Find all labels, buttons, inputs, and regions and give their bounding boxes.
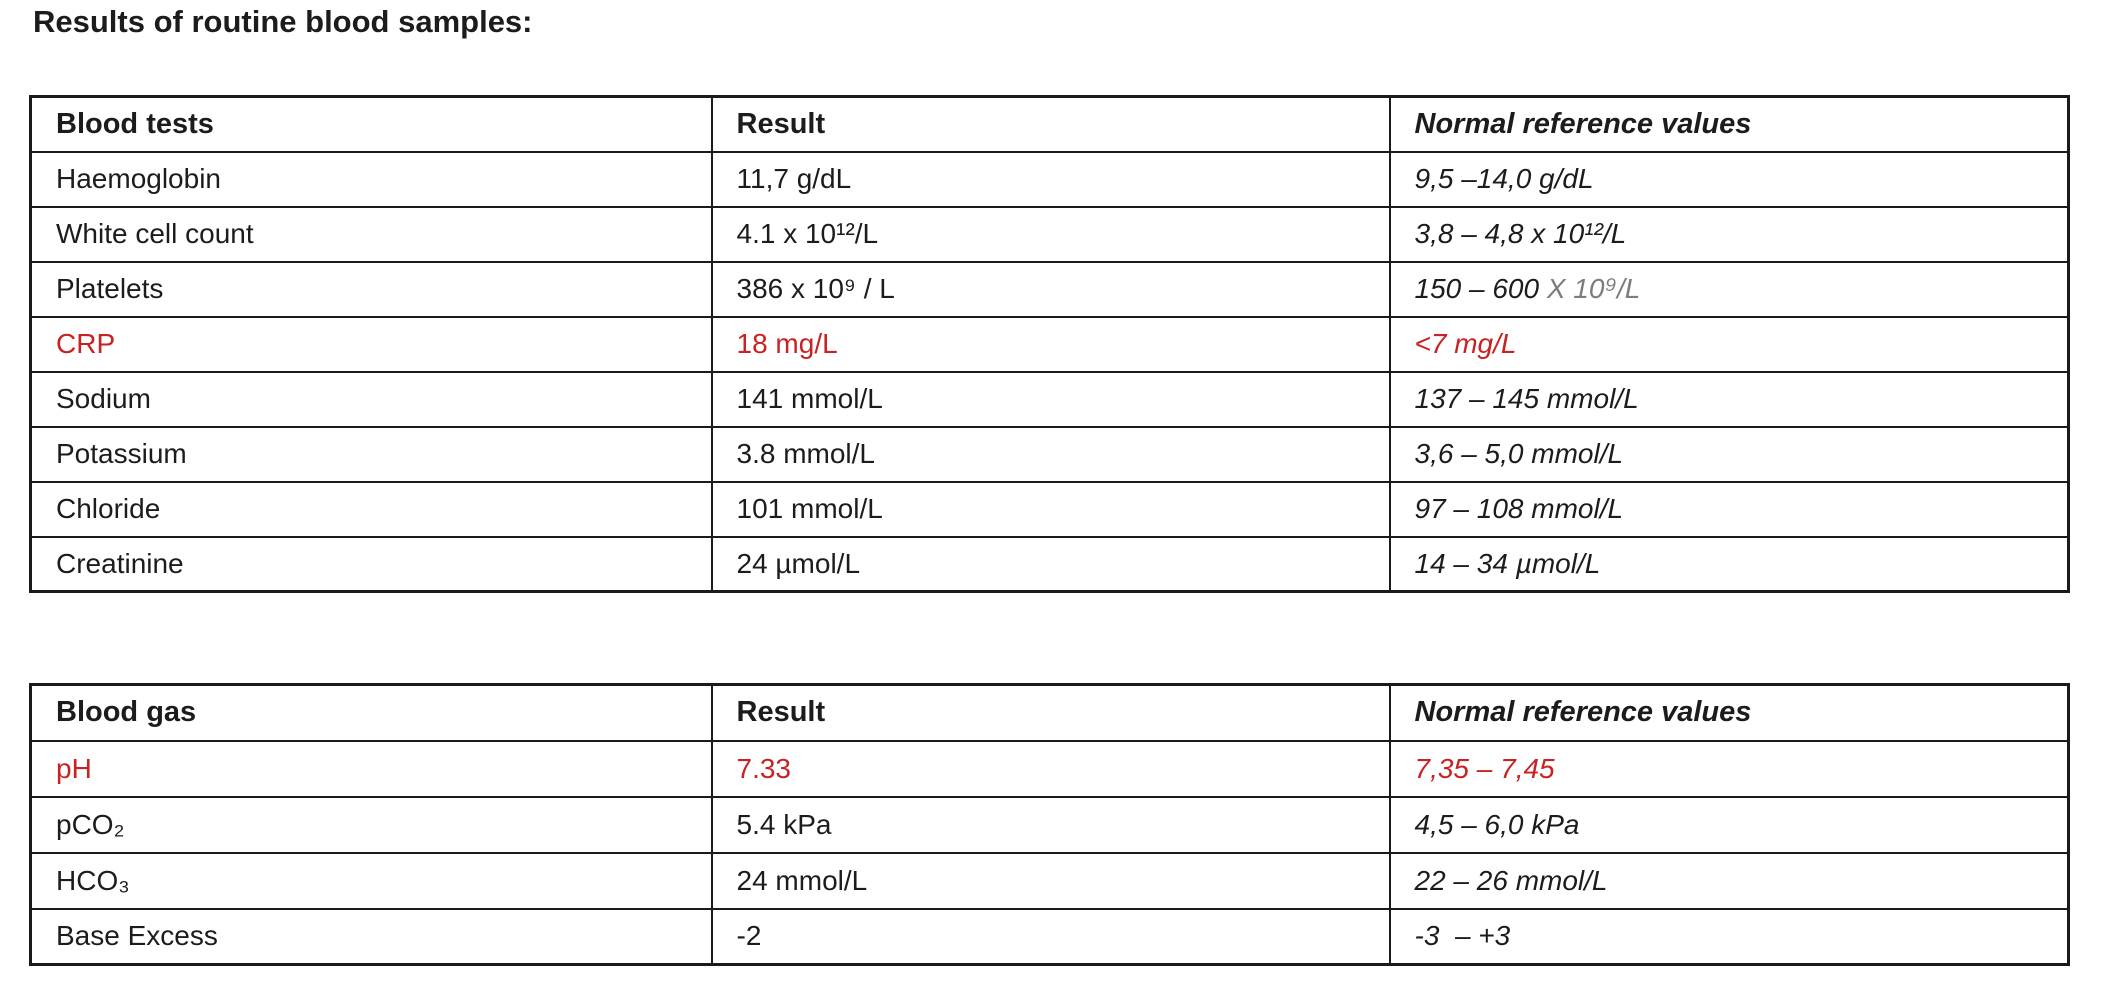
table-row-pco2: pCO₂ 5.4 kPa 4,5 – 6,0 kPa [29, 795, 2070, 854]
result-cell: 101 mmol/L [710, 480, 1391, 538]
table-row-white-cell-count: White cell count 4.1 x 10¹²/L 3,8 – 4,8 … [29, 205, 2070, 263]
blood-tests-table: Blood tests Result Normal reference valu… [29, 95, 2070, 593]
result-cell: 11,7 g/dL [710, 150, 1391, 208]
test-name-cell: pH [29, 739, 713, 798]
result-cell: 18 mg/L [710, 315, 1391, 373]
result-cell: 5.4 kPa [710, 795, 1391, 854]
table-row-potassium: Potassium 3.8 mmol/L 3,6 – 5,0 mmol/L [29, 425, 2070, 483]
table-row-haemoglobin: Haemoglobin 11,7 g/dL 9,5 –14,0 g/dL [29, 150, 2070, 208]
reference-unit-muted: X 10⁹/L [1546, 273, 1641, 304]
header-normal-reference-values: Normal reference values [1388, 95, 2070, 153]
page-title: Results of routine blood samples: [33, 4, 533, 39]
result-cell: 141 mmol/L [710, 370, 1391, 428]
reference-cell: 3,6 – 5,0 mmol/L [1388, 425, 2070, 483]
test-name-cell: CRP [29, 315, 713, 373]
result-cell: 4.1 x 10¹²/L [710, 205, 1391, 263]
test-name-cell: pCO₂ [29, 795, 713, 854]
header-result: Result [710, 683, 1391, 742]
reference-cell: 3,8 – 4,8 x 10¹²/L [1388, 205, 2070, 263]
header-result: Result [710, 95, 1391, 153]
reference-cell: <7 mg/L [1388, 315, 2070, 373]
header-blood-gas: Blood gas [29, 683, 713, 742]
reference-cell: 4,5 – 6,0 kPa [1388, 795, 2070, 854]
test-name-cell: Base Excess [29, 907, 713, 966]
blood-gas-table: Blood gas Result Normal reference values… [29, 683, 2070, 966]
table-row-crp: CRP 18 mg/L <7 mg/L [29, 315, 2070, 373]
table-row-hco3: HCO₃ 24 mmol/L 22 – 26 mmol/L [29, 851, 2070, 910]
test-name-cell: Creatinine [29, 535, 713, 593]
result-cell: 386 x 10⁹ / L [710, 260, 1391, 318]
test-name-cell: Platelets [29, 260, 713, 318]
test-name-cell: Sodium [29, 370, 713, 428]
reference-cell: 7,35 – 7,45 [1388, 739, 2070, 798]
table-row-platelets: Platelets 386 x 10⁹ / L 150 – 600 X 10⁹/… [29, 260, 2070, 318]
reference-cell: 137 – 145 mmol/L [1388, 370, 2070, 428]
test-name-cell: White cell count [29, 205, 713, 263]
table-row-creatinine: Creatinine 24 µmol/L 14 – 34 µmol/L [29, 535, 2070, 593]
reference-cell: 97 – 108 mmol/L [1388, 480, 2070, 538]
reference-cell: 150 – 600 X 10⁹/L [1388, 260, 2070, 318]
test-name-cell: Chloride [29, 480, 713, 538]
blood-gas-header-row: Blood gas Result Normal reference values [29, 683, 2070, 742]
result-cell: -2 [710, 907, 1391, 966]
result-cell: 24 mmol/L [710, 851, 1391, 910]
header-blood-tests: Blood tests [29, 95, 713, 153]
reference-cell: 14 – 34 µmol/L [1388, 535, 2070, 593]
reference-cell: -3 – +3 [1388, 907, 2070, 966]
table-row-sodium: Sodium 141 mmol/L 137 – 145 mmol/L [29, 370, 2070, 428]
table-row-ph: pH 7.33 7,35 – 7,45 [29, 739, 2070, 798]
table-row-chloride: Chloride 101 mmol/L 97 – 108 mmol/L [29, 480, 2070, 538]
result-cell: 24 µmol/L [710, 535, 1391, 593]
blood-tests-header-row: Blood tests Result Normal reference valu… [29, 95, 2070, 153]
test-name-cell: Haemoglobin [29, 150, 713, 208]
header-normal-reference-values: Normal reference values [1388, 683, 2070, 742]
table-row-base-excess: Base Excess -2 -3 – +3 [29, 907, 2070, 966]
result-cell: 3.8 mmol/L [710, 425, 1391, 483]
test-name-cell: Potassium [29, 425, 713, 483]
reference-range: 150 – 600 [1414, 273, 1547, 304]
test-name-cell: HCO₃ [29, 851, 713, 910]
reference-cell: 9,5 –14,0 g/dL [1388, 150, 2070, 208]
reference-cell: 22 – 26 mmol/L [1388, 851, 2070, 910]
result-cell: 7.33 [710, 739, 1391, 798]
